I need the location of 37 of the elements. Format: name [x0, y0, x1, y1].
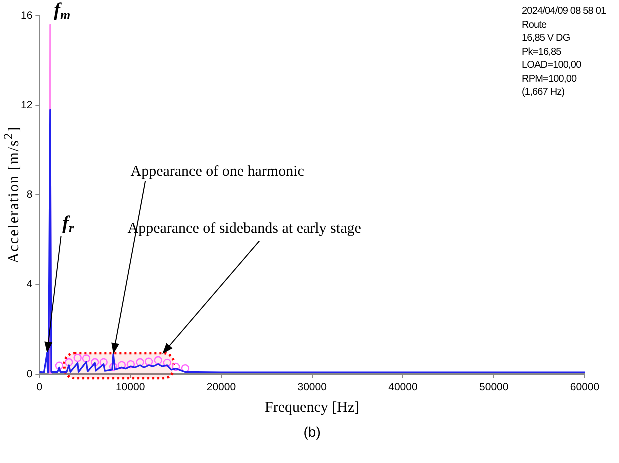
point — [163, 358, 172, 368]
x-axis-title: Frequency [Hz] — [265, 400, 360, 418]
x-tick-label: 30000 — [298, 382, 328, 394]
y-tick-label: 12 — [20, 99, 33, 112]
point — [172, 362, 180, 372]
x-tick-label: 10000 — [116, 382, 146, 394]
point — [109, 362, 118, 372]
x-tick-label: 50000 — [480, 382, 509, 394]
annotation: 16,85 V DG — [522, 33, 570, 44]
y-tick-label: 16 — [20, 10, 33, 22]
point — [126, 360, 136, 369]
x-tick-label: 60000 — [570, 382, 600, 394]
y-tick-label: 8 — [26, 189, 33, 202]
x-tick-label: 40000 — [388, 382, 418, 394]
annotation: LOAD=100,00 — [522, 60, 582, 71]
annotation: RPM=100,00 — [522, 74, 577, 84]
point — [74, 354, 82, 362]
point — [154, 356, 162, 365]
point — [136, 358, 144, 367]
point — [181, 364, 190, 373]
point — [55, 362, 64, 370]
text: (b) — [304, 424, 321, 440]
x-tick-label: 0 — [36, 382, 43, 394]
point — [82, 354, 91, 363]
annotation: Appearance of one harmonic — [130, 164, 305, 180]
point — [91, 358, 100, 367]
y-tick-label: 4 — [26, 278, 33, 291]
x-tick-label: 20000 — [206, 382, 236, 394]
annotation: Pk=16,85 — [522, 46, 562, 58]
point — [65, 358, 74, 367]
point — [118, 361, 126, 370]
point — [100, 358, 108, 367]
y-tick-label: 0 — [26, 368, 33, 380]
annotation: Route — [522, 20, 547, 30]
point — [144, 358, 154, 366]
annotation: 2024/04/09 08 58 01 — [522, 6, 606, 17]
annotation: (1,667 Hz) — [522, 87, 565, 98]
